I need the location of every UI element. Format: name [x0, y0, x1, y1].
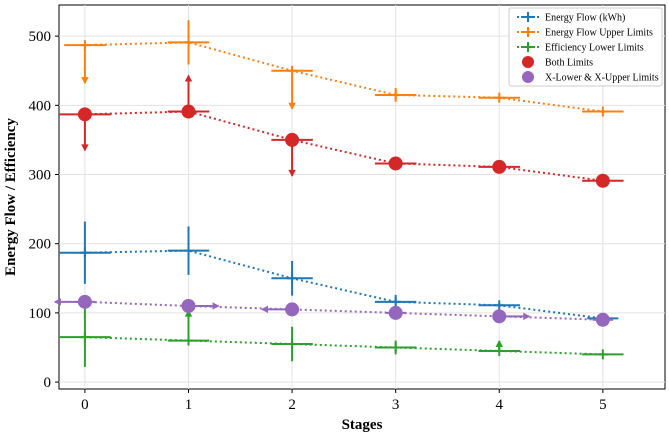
limit-arrow-head: [261, 305, 269, 314]
data-point: [181, 298, 196, 313]
legend: Energy Flow (kWh) Energy Flow Upper Limit…: [508, 7, 663, 87]
legend-item: Efficiency Lower Limits: [517, 42, 644, 54]
y-tick-label: 200: [29, 237, 52, 253]
x-axis-title: Stages: [342, 417, 383, 433]
x-tick-label: 5: [599, 397, 607, 413]
limit-arrow-head: [184, 309, 193, 317]
data-point: [595, 312, 610, 327]
limit-arrow-head: [288, 169, 296, 177]
y-tick-label: 400: [29, 98, 52, 114]
series-3: [59, 74, 624, 188]
series-2: [59, 307, 624, 367]
ticks: 0 1 2 3 4 5 0 100 200 300 400 500: [29, 29, 607, 413]
legend-marker: [522, 71, 534, 83]
legend-item: Energy Flow (kWh): [517, 12, 625, 24]
legend-marker: [522, 56, 534, 68]
legend-label: Energy Flow (kWh): [545, 13, 625, 24]
limit-arrow-head: [212, 302, 220, 310]
data-point: [492, 159, 507, 174]
series-1: [64, 20, 624, 117]
y-tick-label: 500: [29, 29, 52, 45]
series-4: [53, 294, 614, 327]
legend-label: Efficiency Lower Limits: [545, 43, 644, 54]
x-tick-label: 4: [496, 397, 504, 413]
data-point: [595, 173, 610, 188]
data-point: [492, 309, 507, 324]
legend-label: Both Limits: [545, 58, 593, 69]
limit-arrow-head: [53, 298, 61, 306]
legend-item: X-Lower & X-Upper Limits: [522, 71, 659, 84]
data-point: [388, 156, 403, 171]
data-point: [77, 107, 92, 122]
legend-item: Energy Flow Upper Limits: [517, 27, 653, 39]
limit-arrow-head: [288, 102, 296, 110]
limit-arrow-head: [495, 339, 504, 347]
limit-arrow-head: [81, 144, 89, 152]
legend-box: [508, 7, 663, 87]
limit-arrow-head: [81, 77, 89, 85]
x-tick-label: 2: [288, 397, 296, 413]
data-point: [388, 305, 403, 320]
series-layer: [53, 20, 624, 367]
y-tick-label: 300: [29, 168, 52, 184]
legend-label: Energy Flow Upper Limits: [545, 28, 653, 39]
y-tick-label: 0: [44, 375, 52, 391]
data-point: [285, 302, 300, 317]
y-tick-label: 100: [29, 306, 52, 322]
x-tick-label: 0: [81, 397, 89, 413]
legend-label: X-Lower & X-Upper Limits: [545, 73, 659, 84]
data-point: [285, 132, 300, 147]
x-tick-label: 3: [392, 397, 400, 413]
y-axis-title: Energy Flow / Efficiency: [3, 118, 19, 276]
data-point: [181, 104, 196, 119]
data-point: [77, 294, 92, 309]
legend-item: Both Limits: [522, 56, 593, 69]
limit-arrow-head: [523, 312, 531, 321]
x-tick-label: 1: [185, 397, 193, 413]
limit-arrow-head: [184, 74, 193, 82]
